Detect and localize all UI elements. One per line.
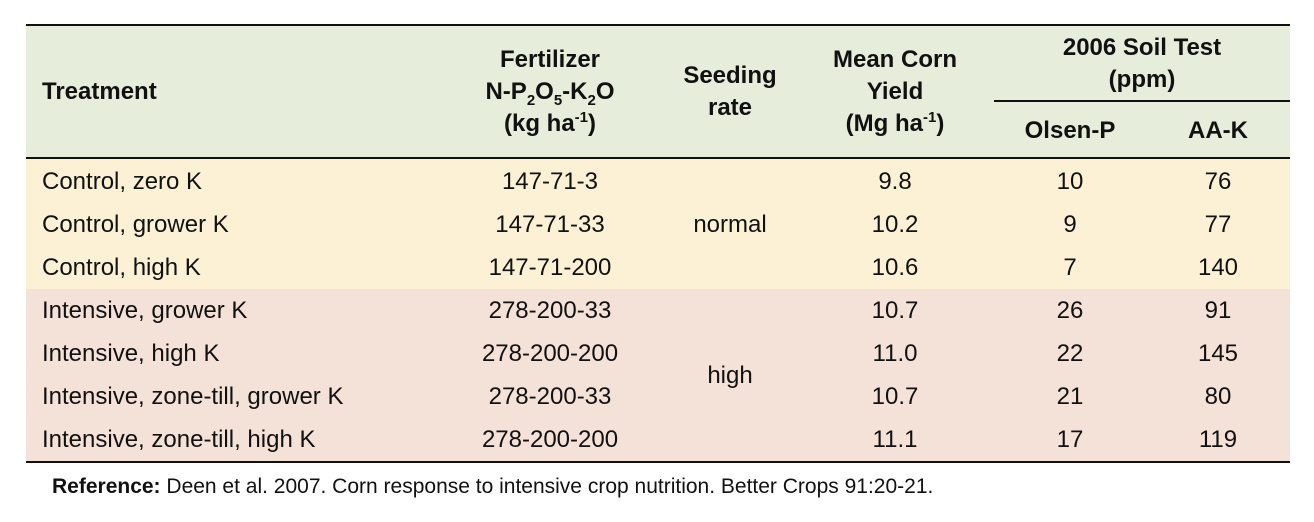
seeding-group-high: high — [707, 362, 753, 389]
cell-aa-k: 140 — [1197, 254, 1239, 281]
header-yield-line3: (Mg ha-1) — [845, 109, 945, 137]
cell-treatment: Intensive, high K — [42, 340, 220, 367]
cell-yield: 9.8 — [878, 168, 912, 195]
cell-olsen-p: 7 — [1063, 254, 1077, 281]
header-fertilizer: Fertilizer N-P2O5-K2O (kg ha-1) — [450, 44, 650, 140]
cell-treatment: Intensive, zone-till, high K — [42, 426, 316, 453]
cell-aa-k: 77 — [1204, 211, 1232, 238]
cell-treatment: Control, high K — [42, 254, 201, 281]
reference-note: Reference: Deen et al. 2007. Corn respon… — [52, 472, 933, 502]
cell-aa-k: 91 — [1204, 297, 1232, 324]
cell-treatment: Intensive, grower K — [42, 297, 248, 324]
header-seeding-line2: rate — [707, 94, 753, 121]
cell-yield: 11.1 — [872, 426, 918, 453]
header-aa-k: AA-K — [1188, 117, 1248, 144]
header-seeding-line1: Seeding — [683, 62, 777, 89]
cell-aa-k: 80 — [1204, 383, 1232, 410]
cell-yield: 10.6 — [871, 254, 919, 281]
reference-text: Deen et al. 2007. Corn response to inten… — [160, 475, 934, 498]
intensive-group-background — [26, 289, 1290, 461]
cell-fertilizer: 278-200-33 — [488, 297, 612, 324]
cell-fertilizer: 147-71-200 — [488, 254, 612, 281]
header-soil-line2: (ppm) — [1108, 66, 1176, 93]
cell-fertilizer: 278-200-33 — [488, 383, 612, 410]
cell-fertilizer: 278-200-200 — [481, 426, 619, 453]
header-mean-corn-yield: Mean Corn Yield (Mg ha-1) — [810, 44, 980, 140]
reference-label: Reference: — [52, 475, 161, 498]
table-top-rule — [26, 24, 1290, 26]
cell-yield: 10.7 — [871, 383, 919, 410]
cell-yield: 11.0 — [872, 340, 918, 367]
cell-yield: 10.7 — [871, 297, 919, 324]
cell-treatment: Intensive, zone-till, grower K — [42, 383, 344, 410]
header-seeding-rate: Seeding rate — [660, 60, 800, 124]
cell-aa-k: 145 — [1197, 340, 1239, 367]
cell-olsen-p: 21 — [1056, 383, 1084, 410]
header-soil-test: 2006 Soil Test (ppm) — [994, 32, 1290, 96]
header-fertilizer-line1: Fertilizer — [499, 46, 601, 73]
cell-treatment: Control, zero K — [42, 168, 203, 195]
cell-fertilizer: 147-71-3 — [501, 168, 599, 195]
cell-olsen-p: 26 — [1056, 297, 1084, 324]
header-olsen-p: Olsen-P — [1024, 117, 1116, 144]
cell-olsen-p: 10 — [1056, 168, 1084, 195]
seeding-group-normal: normal — [693, 211, 767, 238]
cell-treatment: Control, grower K — [42, 211, 229, 238]
cell-fertilizer: 147-71-33 — [495, 211, 605, 238]
cell-olsen-p: 9 — [1063, 211, 1077, 238]
header-soil-line1: 2006 Soil Test — [1062, 34, 1222, 61]
cell-olsen-p: 22 — [1056, 340, 1084, 367]
table-header-background — [26, 26, 1290, 157]
table-bottom-rule — [26, 461, 1290, 463]
soil-test-header-rule — [994, 100, 1290, 102]
header-yield-line1: Mean Corn — [832, 46, 957, 73]
control-group-background — [26, 159, 1290, 289]
header-fertilizer-line3: (kg ha-1) — [503, 109, 597, 137]
cell-yield: 10.2 — [871, 211, 919, 238]
cell-olsen-p: 17 — [1056, 426, 1084, 453]
table-header-rule — [26, 157, 1290, 159]
header-treatment: Treatment — [42, 78, 157, 105]
cell-aa-k: 119 — [1198, 426, 1238, 453]
cell-fertilizer: 278-200-200 — [481, 340, 619, 367]
cell-aa-k: 76 — [1204, 168, 1232, 195]
header-yield-line2: Yield — [866, 78, 924, 105]
header-fertilizer-line2: N-P2O5-K2O — [485, 78, 615, 109]
